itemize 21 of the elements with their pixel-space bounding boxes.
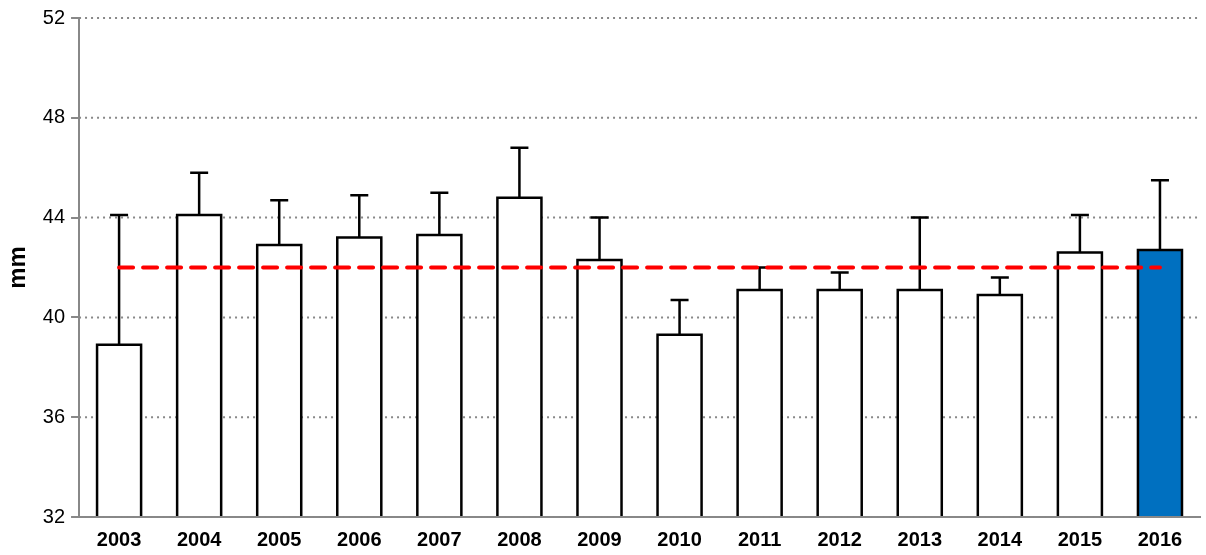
x-tick-label: 2008 [497, 527, 542, 550]
x-tick-label: 2009 [577, 527, 622, 550]
x-tick-label: 2015 [1057, 527, 1103, 550]
y-tick-label: 52 [42, 5, 66, 28]
y-tick-label: 32 [42, 504, 66, 527]
y-tick-label: 48 [42, 105, 66, 128]
x-tick-label: 2004 [176, 527, 223, 550]
y-tick-label: 44 [42, 205, 66, 228]
x-tick-label: 2012 [817, 527, 862, 550]
y-tick-label: 40 [42, 304, 66, 327]
x-tick-label: 2006 [337, 527, 382, 550]
y-axis-title: mm [3, 246, 31, 289]
x-tick-label: 2007 [417, 527, 462, 550]
x-tick-label: 2010 [657, 527, 702, 550]
x-tick-label: 2005 [256, 527, 302, 550]
x-tick-label: 2014 [977, 527, 1023, 550]
x-tick-label: 2011 [737, 527, 782, 550]
y-tick-label: 36 [42, 404, 66, 427]
x-tick-label: 2013 [897, 527, 943, 550]
x-tick-label: 2003 [96, 527, 142, 550]
x-tick-label: 2016 [1137, 527, 1183, 550]
